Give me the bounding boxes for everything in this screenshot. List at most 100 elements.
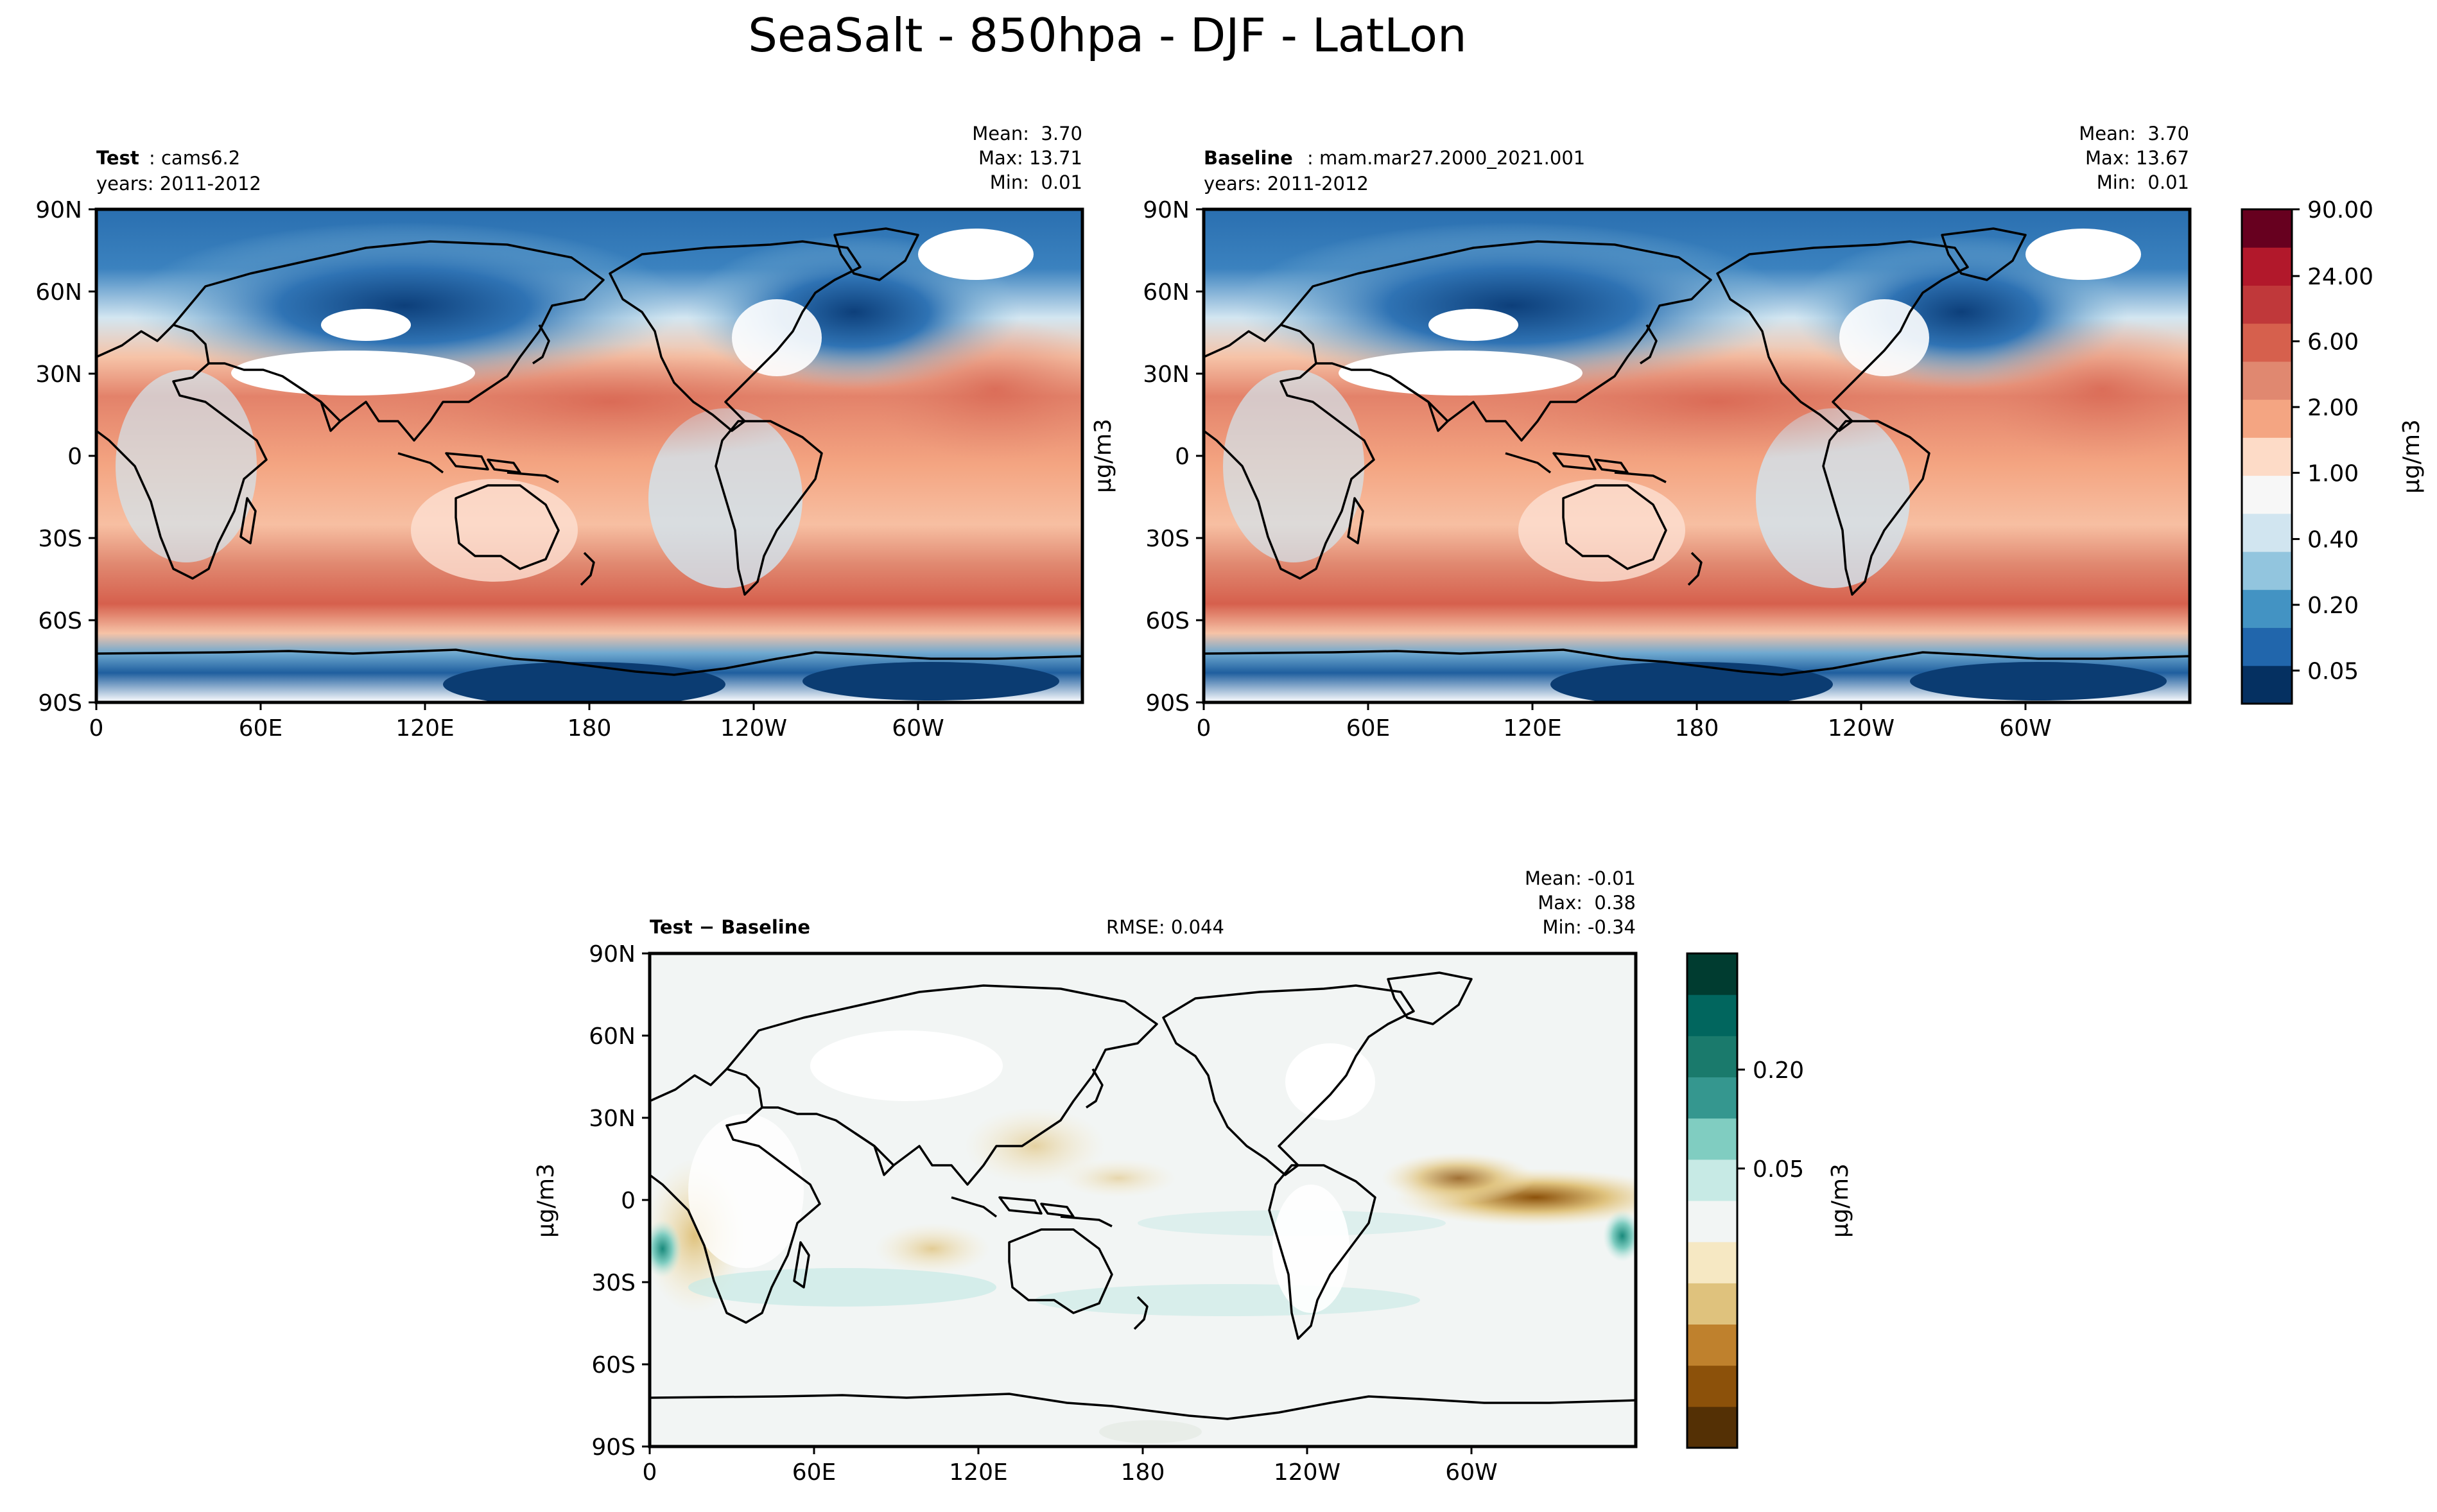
difference-xtick-label: 0 [643,1459,657,1486]
colorbar-diff: 0.20 0.05 [1686,952,1804,1449]
difference-ytick-label: 30N [589,1106,636,1132]
test-stat-max: Max: 13.71 [978,147,1082,169]
baseline-ytick-label: 90S [1145,690,1190,717]
difference-xtick-label: 180 [1121,1459,1165,1486]
colorbar-tick-label: 1.00 [2307,460,2359,487]
test-ticks: 0 60E 120E 180 120W 60W 90N 60N 30N 0 30S 60S 90S [35,197,944,742]
baseline-xtick-label: 180 [1675,715,1719,742]
colorbar-diff-units: μg/m3 [1827,1163,1853,1238]
colorbar-tick-label: 0.05 [1753,1156,1804,1183]
colorbar-band [2242,285,2292,324]
difference-xtick-label: 120W [1274,1459,1340,1486]
colorbar-band [1687,1201,1737,1242]
test-years: years: 2011-2012 [96,173,261,195]
colorbar-tick-label: 24.00 [2307,264,2373,290]
difference-panel: Test − Baseline RMSE: 0.044 Mean: -0.01 … [533,867,1638,1486]
baseline-xtick-label: 60W [1999,715,2051,742]
difference-stat-mean: Mean: -0.01 [1525,867,1636,889]
colorbar-tick-label: 6.00 [2307,329,2359,356]
difference-label: Test − Baseline [650,916,810,938]
colorbar-band [1687,953,1737,995]
baseline-ytick-label: 30S [1145,526,1190,552]
test-xtick-label: 180 [568,715,612,742]
difference-stat-max: Max: 0.38 [1538,892,1636,914]
test-ytick-label: 90N [35,197,82,223]
test-ytick-label: 0 [67,444,82,470]
colorbar-band [2242,589,2292,629]
test-stat-min: Min: 0.01 [990,171,1082,193]
difference-ytick-label: 60N [589,1023,636,1050]
baseline-stat-mean: Mean: 3.70 [2079,123,2189,144]
colorbar-band [1687,1365,1737,1407]
difference-map [650,953,1636,1447]
colorbar-tick-label: 0.20 [1753,1057,1804,1084]
test-ytick-label: 60N [35,279,82,306]
colorbar-band [1687,1036,1737,1077]
difference-units-label: μg/m3 [533,1163,559,1238]
colorbar-frame [2241,208,2293,705]
baseline-xtick-label: 60E [1346,715,1391,742]
colorbar-band [1687,1077,1737,1119]
difference-ytick-label: 60S [591,1352,636,1378]
colorbar-band [2242,437,2292,476]
baseline-panel: Baseline : mam.mar27.2000_2021.001 years… [1090,123,2192,742]
difference-xtick-label: 60E [792,1459,837,1486]
colorbar-band [2242,399,2292,438]
baseline-xtick-label: 0 [1197,715,1211,742]
difference-stat-min: Min: -0.34 [1543,916,1636,938]
figure-title: SeaSalt - 850hpa - DJF - LatLon [748,8,1466,62]
baseline-stat-min: Min: 0.01 [2097,171,2189,193]
baseline-years: years: 2011-2012 [1204,173,1369,195]
colorbar-band [1687,1283,1737,1325]
colorbar-band [1687,1406,1737,1448]
colorbar-band [1687,995,1737,1036]
difference-ytick-label: 0 [621,1188,636,1214]
colorbar-main-units: μg/m3 [2398,419,2425,494]
difference-ticks: 0 60E 120E 180 120W 60W 90N 60N 30N 0 30S 60S 90S [589,941,1497,1486]
baseline-label-rest: : mam.mar27.2000_2021.001 [1307,147,1585,169]
test-label-rest: : cams6.2 [149,147,240,169]
baseline-xtick-label: 120E [1503,715,1561,742]
test-ytick-label: 90S [38,690,82,717]
baseline-xtick-label: 120W [1828,715,1895,742]
test-stat-mean: Mean: 3.70 [972,123,1082,144]
colorbar-band [1687,1159,1737,1201]
colorbar-band [2242,323,2292,362]
test-xtick-label: 60W [892,715,944,742]
test-panel: Test : cams6.2 years: 2011-2012 Mean: 3.… [35,123,1084,742]
colorbar-band [2242,627,2292,666]
test-xtick-label: 0 [89,715,104,742]
test-label-bold: Test [96,147,139,169]
baseline-label-bold: Baseline [1204,147,1293,169]
difference-ytick-label: 90S [591,1434,636,1461]
colorbar-band [2242,209,2292,248]
baseline-units-label: μg/m3 [1090,419,1116,493]
test-map [96,209,1082,702]
difference-ytick-label: 90N [589,941,636,968]
test-ytick-label: 30S [38,526,82,552]
baseline-map [1204,209,2190,702]
colorbar-band [2242,665,2292,704]
test-xtick-label: 120W [720,715,787,742]
difference-rmse: RMSE: 0.044 [1106,916,1224,938]
difference-ytick-label: 30S [591,1270,636,1296]
test-xtick-label: 120E [395,715,454,742]
test-ytick-label: 60S [38,608,82,634]
difference-xtick-label: 120E [949,1459,1007,1486]
test-ytick-label: 30N [35,361,82,388]
colorbar-tick-label: 0.40 [2307,527,2359,553]
colorbar-tick-label: 2.00 [2307,395,2359,421]
difference-xtick-label: 60W [1445,1459,1497,1486]
colorbar-band [1687,1118,1737,1160]
colorbar-band [1687,1242,1737,1283]
colorbar-band [2242,475,2292,514]
colorbar-band [2242,513,2292,552]
colorbar-band [2242,361,2292,400]
baseline-ytick-label: 60N [1143,279,1190,306]
colorbar-main: 90.00 24.00 6.00 2.00 1.00 0.40 0.20 0.05 [2241,197,2373,705]
baseline-stat-max: Max: 13.67 [2085,147,2189,169]
colorbar-band [2242,552,2292,590]
baseline-ytick-label: 90N [1143,197,1190,223]
baseline-ytick-label: 0 [1175,444,1190,470]
